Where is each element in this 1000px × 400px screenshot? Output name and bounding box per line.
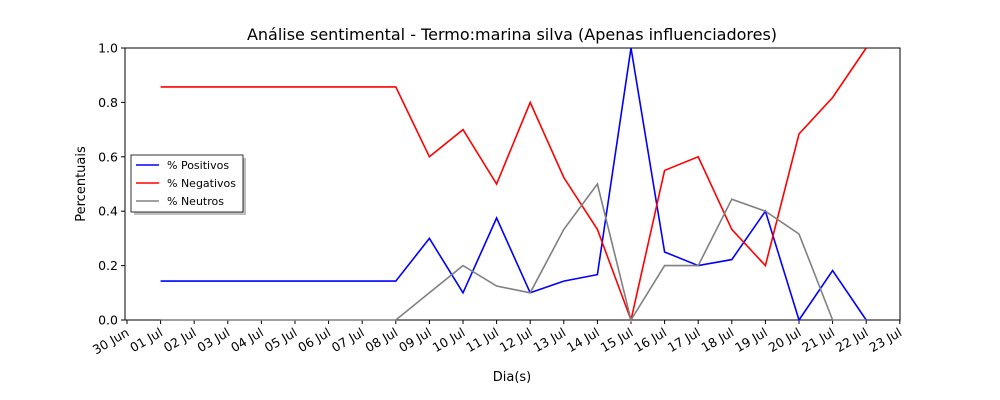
x-tick-label: 03 Jul (195, 325, 233, 355)
x-tick-label: 20 Jul (766, 325, 804, 355)
legend-label: % Negativos (167, 177, 236, 190)
x-tick-label: 01 Jul (127, 325, 165, 355)
x-tick-label: 23 Jul (867, 325, 905, 355)
x-tick-label: 05 Jul (262, 325, 300, 355)
y-tick-label: 0.8 (98, 95, 118, 110)
x-tick-label: 02 Jul (161, 325, 199, 355)
y-tick-label: 0.6 (98, 149, 118, 164)
x-axis-label: Dia(s) (493, 370, 532, 385)
x-tick-label: 30 Jun (90, 325, 132, 358)
x-tick-label: 17 Jul (665, 325, 703, 355)
y-axis-label: Percentuais (74, 146, 89, 222)
x-tick-label: 08 Jul (363, 325, 401, 355)
x-tick-label: 11 Jul (463, 325, 501, 355)
x-tick-label: 14 Jul (564, 325, 602, 355)
x-tick-label: 22 Jul (833, 325, 871, 355)
y-tick-label: 0.2 (98, 258, 118, 273)
y-tick-label: 1.0 (98, 41, 118, 56)
legend-label: % Positivos (167, 159, 229, 172)
series-line (160, 182, 867, 323)
series-line (160, 47, 867, 322)
x-tick-label: 16 Jul (631, 325, 669, 355)
x-tick-label: 21 Jul (799, 325, 837, 355)
x-tick-label: 13 Jul (531, 325, 569, 355)
chart-title: Análise sentimental - Termo:marina silva… (247, 25, 777, 44)
x-tick-label: 06 Jul (295, 325, 333, 355)
y-tick-label: 0.0 (98, 313, 118, 328)
x-tick-label: 09 Jul (396, 325, 434, 355)
x-tick-label: 07 Jul (329, 325, 367, 355)
x-tick-label: 18 Jul (699, 325, 737, 355)
plot-frame (124, 47, 901, 321)
x-tick-label: 04 Jul (228, 325, 266, 355)
y-tick-label: 0.4 (98, 204, 118, 219)
x-tick-label: 19 Jul (732, 325, 770, 355)
x-tick-label: 12 Jul (497, 325, 535, 355)
x-tick-label: 15 Jul (598, 325, 636, 355)
series-line (160, 47, 867, 323)
legend-label: % Neutros (167, 195, 224, 208)
x-tick-label: 10 Jul (430, 325, 468, 355)
